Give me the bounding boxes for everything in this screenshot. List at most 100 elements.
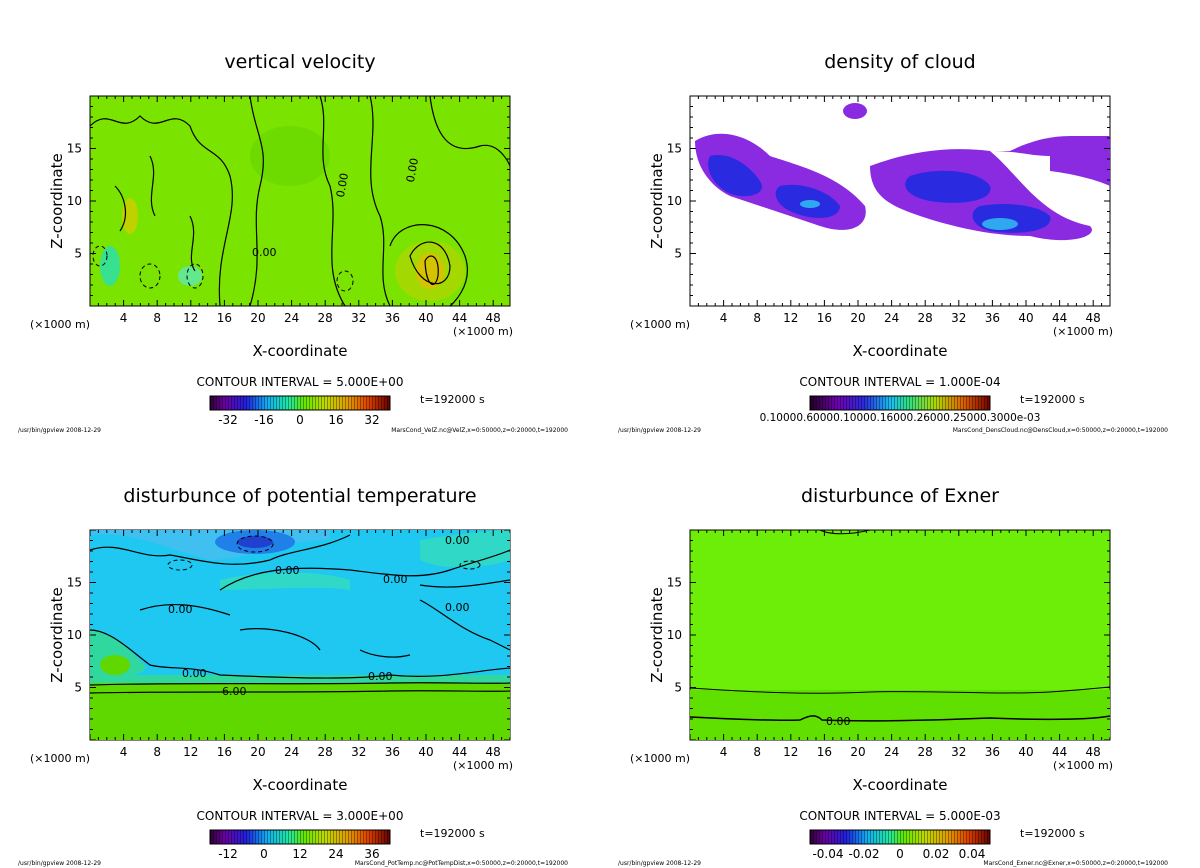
x-tick-label: 32 [951, 745, 966, 759]
time-label: t=192000 s [1020, 393, 1085, 406]
y-tick-label: 10 [667, 628, 682, 642]
colorbar-tick-label: -0.04 [812, 847, 843, 861]
y-unit-label: (×1000 m) [30, 752, 90, 765]
x-tick-label: 28 [918, 311, 933, 325]
x-axis-label: X-coordinate [253, 776, 348, 794]
x-tick-label: 16 [817, 311, 832, 325]
y-tick-label: 5 [74, 247, 82, 261]
contour-label: 0.00 [368, 670, 393, 683]
footer-right: MarsCond_PotTemp.nc@PotTempDist,x=0:5000… [355, 860, 568, 867]
x-tick-label: 40 [418, 745, 433, 759]
y-tick-label: 15 [67, 576, 82, 590]
x-tick-label: 44 [452, 745, 467, 759]
x-tick-label: 44 [452, 311, 467, 325]
contour-label: 0.00 [445, 534, 470, 547]
chart-title: density of cloud [824, 51, 976, 73]
x-tick-label: 32 [351, 311, 366, 325]
colorbar-ticks: -0.04 -0.02 0 0.02 0.04 [812, 847, 985, 861]
x-tick-label: 4 [720, 311, 728, 325]
x-tick-label: 8 [753, 745, 761, 759]
x-tick-label: 20 [250, 311, 265, 325]
contour-label: 0.00 [826, 715, 851, 728]
x-axis-label: X-coordinate [253, 342, 348, 360]
contour-label: 0.00 [445, 601, 470, 614]
contour-interval: CONTOUR INTERVAL = 5.000E-03 [799, 809, 1000, 823]
colorbar-stripes [210, 396, 390, 410]
colorbar-tick-label: -0.02 [848, 847, 879, 861]
y-axis-label: Z-coordinate [48, 153, 66, 248]
x-tick-label: 12 [783, 311, 798, 325]
y-tick-label: 10 [67, 628, 82, 642]
colorbar-stripes [210, 830, 390, 844]
lower-band [690, 690, 1110, 740]
time-label: t=192000 s [420, 827, 485, 840]
chart-title: vertical velocity [224, 51, 375, 73]
x-tick-label: 28 [318, 311, 333, 325]
contour-label: 0.00 [275, 564, 300, 577]
x-tick-label: 36 [985, 311, 1000, 325]
footer-right: MarsCond_VelZ.nc@VelZ,x=0:50000,z=0:2000… [391, 427, 568, 434]
contour-interval: CONTOUR INTERVAL = 1.000E-04 [799, 375, 1000, 389]
colorbar-tick-label: 0 [896, 847, 904, 861]
time-label: t=192000 s [420, 393, 485, 406]
contour-label: 0.00 [383, 573, 408, 586]
x-tick-label: 12 [183, 311, 198, 325]
x-tick-label: 36 [385, 745, 400, 759]
colorbar-tick-label: -12 [218, 847, 238, 861]
x-tick-label: 48 [486, 311, 501, 325]
x-tick-label: 8 [753, 311, 761, 325]
y-axis-label: Z-coordinate [648, 153, 666, 248]
x-tick-label: 16 [217, 311, 232, 325]
y-unit-label: (×1000 m) [630, 318, 690, 331]
x-tick-label: 36 [385, 311, 400, 325]
panel-exner: 0.00 [689, 529, 1111, 741]
y-tick-label: 15 [67, 142, 82, 156]
contour-label: 0.00 [168, 603, 193, 616]
y-tick-label: 10 [667, 194, 682, 208]
x-tick-label: 24 [884, 745, 899, 759]
time-label: t=192000 s [1020, 827, 1085, 840]
colorbar-tick-label: 0.10000.60000.10000.16000.26000.25000.30… [760, 412, 1041, 424]
contour-lines [689, 529, 1111, 722]
chart-title: disturbunce of Exner [801, 485, 999, 507]
colorbar-ticks: -32 -16 0 16 32 [218, 413, 379, 427]
x-tick-label: 28 [918, 745, 933, 759]
colorbar-tick-label: 0.02 [923, 847, 950, 861]
x-tick-label: 20 [250, 745, 265, 759]
x-tick-label: 40 [418, 311, 433, 325]
y-tick-label: 5 [674, 247, 682, 261]
contour-interval: CONTOUR INTERVAL = 5.000E+00 [197, 375, 404, 389]
y-tick-label: 5 [74, 681, 82, 695]
x-tick-label: 24 [284, 745, 299, 759]
y-unit-label: (×1000 m) [30, 318, 90, 331]
contour-lines-dashed [167, 535, 481, 571]
contour-lines [89, 95, 511, 307]
temp-shading [90, 530, 510, 740]
x-tick-label: 12 [183, 745, 198, 759]
colorbar-tick-label: 16 [328, 413, 343, 427]
x-tick-label: 16 [817, 745, 832, 759]
y-unit-label: (×1000 m) [630, 752, 690, 765]
x-unit-label: (×1000 m) [453, 759, 513, 772]
x-tick-label: 32 [951, 311, 966, 325]
cloud-shading [695, 103, 1110, 241]
x-tick-label: 44 [1052, 311, 1067, 325]
colorbar-tick-label: 24 [328, 847, 343, 861]
colorbar-stripes [810, 396, 990, 410]
contour-lines-dashed [92, 245, 354, 292]
x-tick-label: 12 [783, 745, 798, 759]
x-tick-label: 40 [1018, 745, 1033, 759]
x-tick-label: 8 [153, 745, 161, 759]
colorbar-ticks: -12 0 12 24 36 [218, 847, 379, 861]
panel-vertical-velocity: 0.00 0.00 0.00 [89, 95, 511, 307]
x-tick-label: 16 [217, 745, 232, 759]
footer-left: /usr/bin/gpview 2008-12-29 [18, 427, 101, 434]
x-tick-label: 8 [153, 311, 161, 325]
colorbar-tick-label: 0 [296, 413, 304, 427]
footer-left: /usr/bin/gpview 2008-12-29 [618, 427, 701, 434]
x-tick-label: 48 [486, 745, 501, 759]
